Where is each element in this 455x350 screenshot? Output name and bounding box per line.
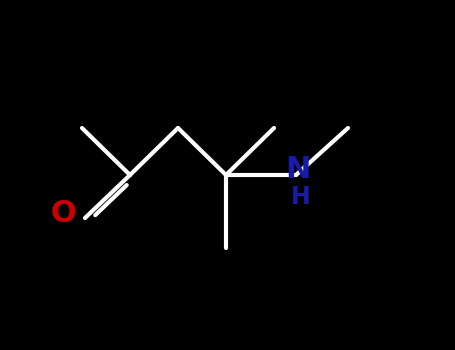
- Text: H: H: [291, 185, 311, 209]
- Text: N: N: [285, 155, 311, 184]
- Text: O: O: [50, 198, 76, 228]
